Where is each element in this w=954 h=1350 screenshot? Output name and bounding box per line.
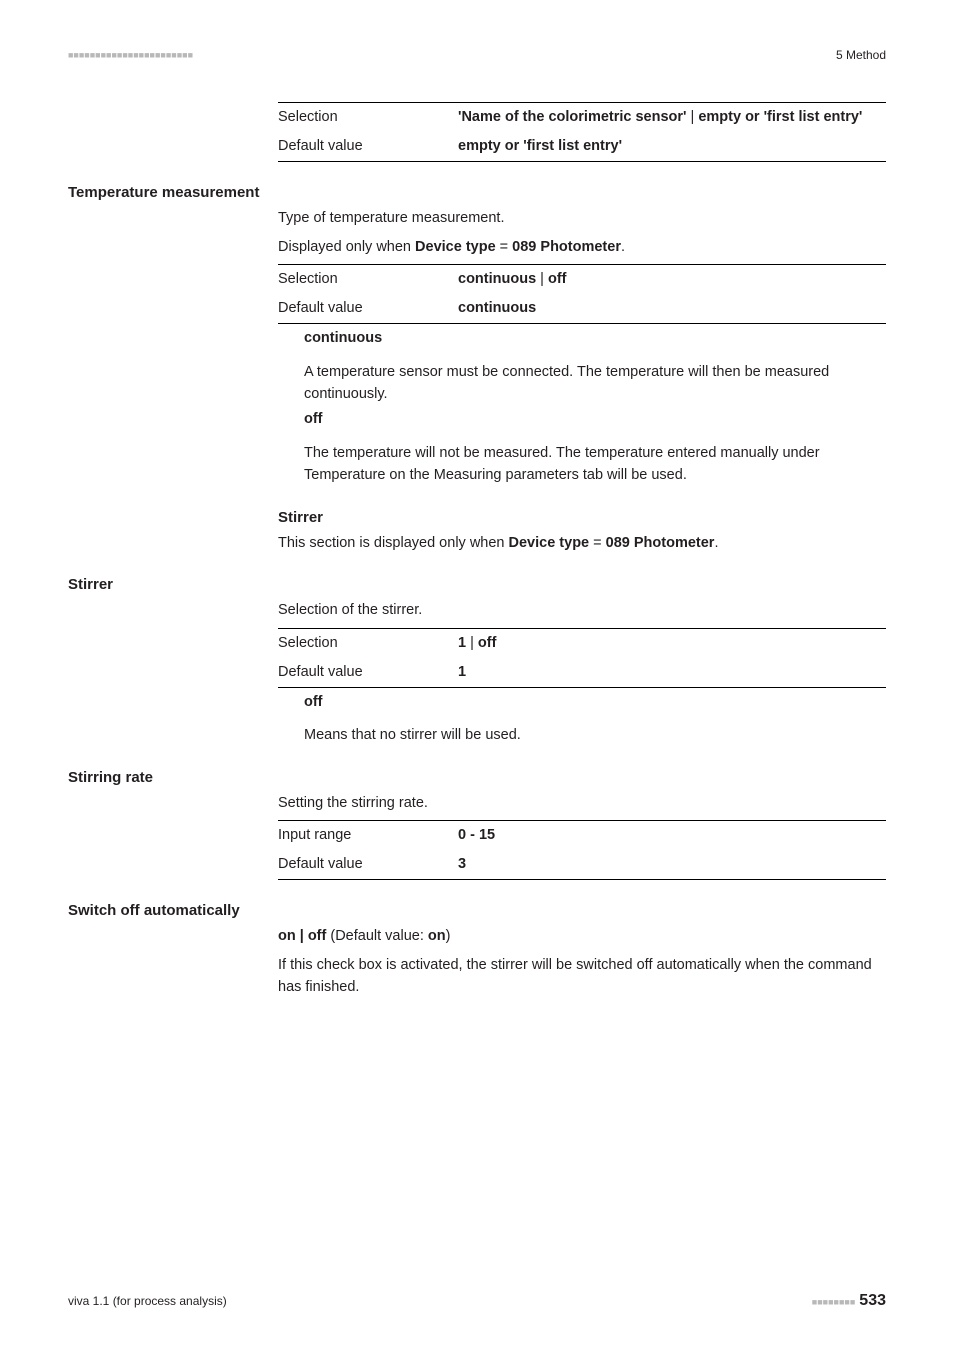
def-text: Means that no stirrer will be used. (304, 724, 886, 746)
param-value: 1 (458, 658, 886, 688)
text-bold: 089 Photometer (606, 535, 715, 551)
heading-stirring-rate: Stirring rate (68, 769, 886, 786)
heading-stirrer: Stirrer (68, 576, 886, 593)
header-section: 5 Method (836, 48, 886, 62)
param-value-bold: 1 (458, 635, 466, 651)
param-value: 'Name of the colorimetric sensor' | empt… (458, 103, 886, 133)
table-row: Selection 1 | off (278, 628, 886, 658)
def-term: off (304, 694, 886, 710)
top-param-table: Selection 'Name of the colorimetric sens… (278, 102, 886, 162)
text-span: (Default value: (326, 928, 428, 944)
table-row: Selection continuous | off (278, 264, 886, 294)
table-row: Default value 1 (278, 658, 886, 688)
text-span: This section is displayed only when (278, 535, 509, 551)
text-span: = (589, 535, 606, 551)
text-bold: Device type (415, 239, 496, 255)
switch-off-text: If this check box is activated, the stir… (278, 954, 886, 999)
param-label: Default value (278, 658, 458, 688)
table-row: Default value empty or 'first list entry… (278, 132, 886, 162)
displayed-when-text: Displayed only when Device type = 089 Ph… (278, 236, 886, 258)
param-label: Selection (278, 628, 458, 658)
text-bold: on (428, 928, 446, 944)
param-sep: | (687, 109, 699, 125)
temp-param-table: Selection continuous | off Default value… (278, 264, 886, 324)
param-label: Default value (278, 132, 458, 162)
param-value-bold: empty or 'first list entry' (698, 109, 862, 125)
param-value-bold: 1 (458, 664, 466, 680)
param-value: continuous (458, 294, 886, 324)
intro-text: Selection of the stirrer. (278, 599, 886, 621)
param-value-bold: off (548, 271, 567, 287)
heading-temperature-measurement: Temperature measurement (68, 184, 886, 201)
intro-text: Type of temperature measurement. (278, 207, 886, 229)
param-label: Default value (278, 294, 458, 324)
table-row: Default value continuous (278, 294, 886, 324)
def-term: off (304, 411, 886, 427)
page-footer: viva 1.1 (for process analysis) ■■■■■■■■… (68, 1292, 886, 1310)
text-bold: Device type (509, 535, 590, 551)
param-value: 0 - 15 (458, 821, 886, 851)
text-span: . (621, 239, 625, 255)
param-value-bold: continuous (458, 271, 536, 287)
param-value-bold: 'Name of the colorimetric sensor' (458, 109, 687, 125)
param-value-bold: 0 - 15 (458, 827, 495, 843)
default-line: on | off (Default value: on) (278, 925, 886, 947)
def-term: continuous (304, 330, 886, 346)
page-header: ■■■■■■■■■■■■■■■■■■■■■■■ 5 Method (68, 48, 886, 62)
intro-text: Setting the stirring rate. (278, 792, 886, 814)
stirrer-subheading: Stirrer (278, 509, 886, 526)
footer-dashes: ■■■■■■■■ (812, 1297, 856, 1307)
header-dashes: ■■■■■■■■■■■■■■■■■■■■■■■ (68, 50, 193, 60)
param-sep: | (466, 635, 478, 651)
def-text: The temperature will not be measured. Th… (304, 442, 886, 487)
def-text: A temperature sensor must be connected. … (304, 361, 886, 406)
param-value-bold: off (478, 635, 497, 651)
param-label: Selection (278, 103, 458, 133)
param-label: Selection (278, 264, 458, 294)
footer-pageblock: ■■■■■■■■533 (812, 1292, 886, 1310)
text-bold: on | off (278, 928, 326, 944)
param-value-bold: empty or 'first list entry' (458, 138, 622, 154)
table-row: Selection 'Name of the colorimetric sens… (278, 103, 886, 133)
param-label: Input range (278, 821, 458, 851)
text-span: ) (446, 928, 451, 944)
table-row: Input range 0 - 15 (278, 821, 886, 851)
stirring-rate-param-table: Input range 0 - 15 Default value 3 (278, 820, 886, 880)
param-value-bold: continuous (458, 300, 536, 316)
param-sep: | (536, 271, 548, 287)
text-span: Displayed only when (278, 239, 415, 255)
param-label: Default value (278, 850, 458, 880)
definition-list: off Means that no stirrer will be used. (304, 694, 886, 747)
stirrer-displayed-text: This section is displayed only when Devi… (278, 532, 886, 554)
definition-list: continuous A temperature sensor must be … (304, 330, 886, 487)
text-span: . (714, 535, 718, 551)
heading-switch-off: Switch off automatically (68, 902, 886, 919)
footer-page-number: 533 (859, 1292, 886, 1309)
param-value-bold: 3 (458, 856, 466, 872)
text-span: = (496, 239, 513, 255)
param-value: 3 (458, 850, 886, 880)
table-row: Default value 3 (278, 850, 886, 880)
stirrer-param-table: Selection 1 | off Default value 1 (278, 628, 886, 688)
text-bold: 089 Photometer (512, 239, 621, 255)
param-value: 1 | off (458, 628, 886, 658)
param-value: continuous | off (458, 264, 886, 294)
param-value: empty or 'first list entry' (458, 132, 886, 162)
footer-product: viva 1.1 (for process analysis) (68, 1294, 227, 1308)
